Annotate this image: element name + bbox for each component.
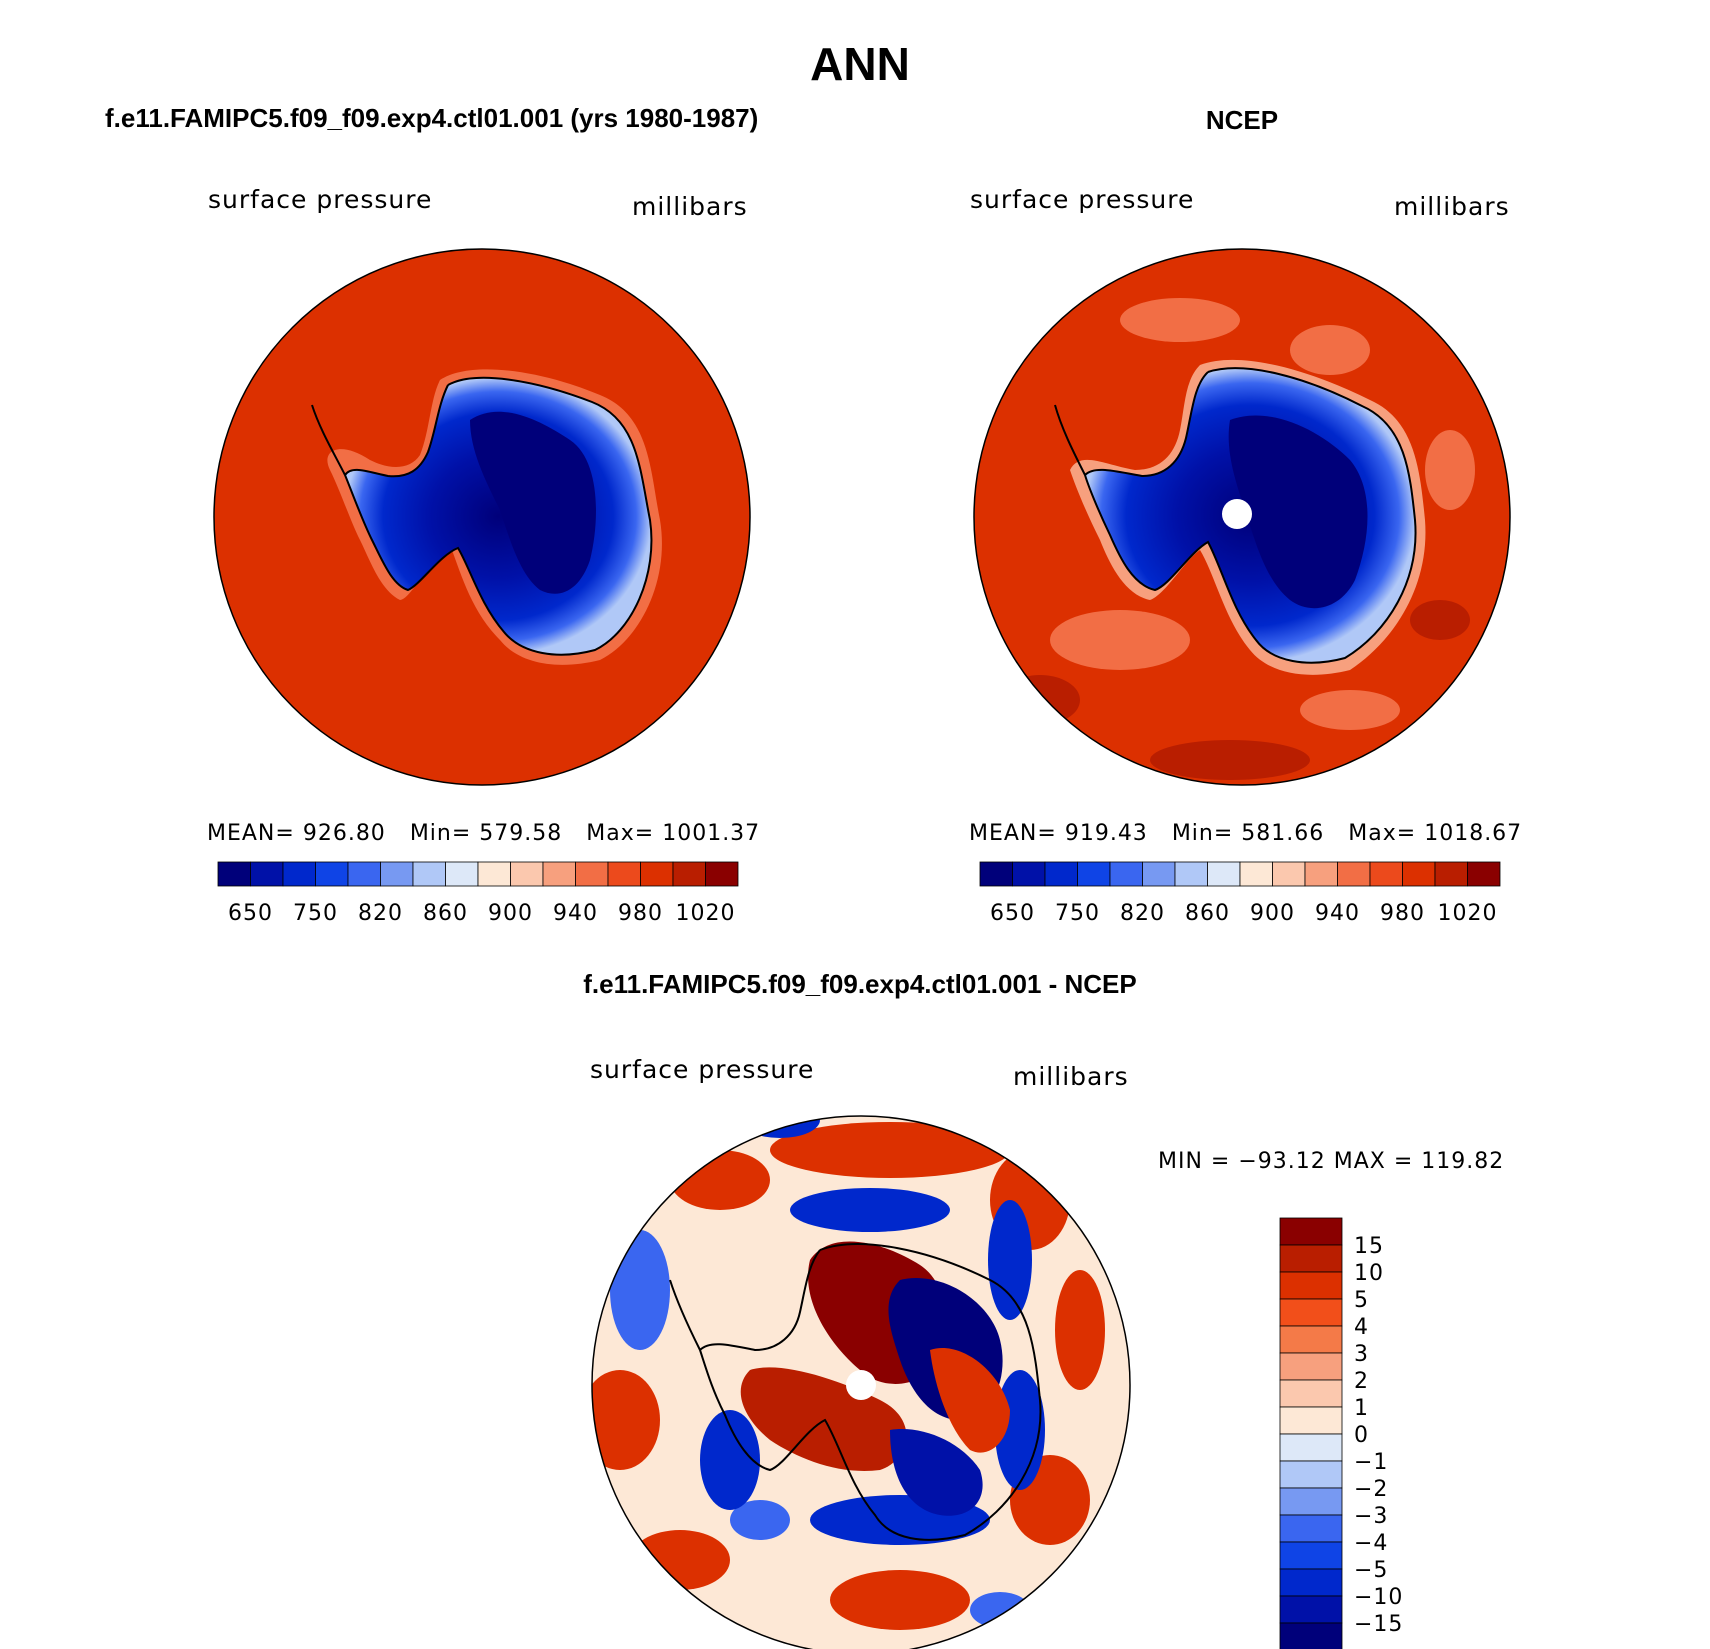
- colorbar-diff-swatch: [1279, 1595, 1343, 1624]
- colorbar-obs-tick-label: 980: [1380, 901, 1425, 926]
- colorbar-model-tick-label: 860: [423, 901, 468, 926]
- panel-diff-units: millibars: [1013, 1062, 1129, 1091]
- colorbar-diff-tick-label: 4: [1354, 1315, 1369, 1340]
- colorbar-model-swatch: [217, 861, 251, 887]
- colorbar-diff-tick-label: −1: [1354, 1450, 1388, 1475]
- map-diff: [591, 1115, 1131, 1649]
- colorbar-diff-tick-label: 0: [1354, 1423, 1369, 1448]
- colorbar-obs-swatch: [1304, 861, 1338, 887]
- colorbar-diff-tick-label: −10: [1354, 1585, 1403, 1610]
- colorbar-obs-swatch: [1272, 861, 1306, 887]
- colorbar-model-swatch: [542, 861, 576, 887]
- colorbar-obs-tick-label: 860: [1185, 901, 1230, 926]
- colorbar-model-tick-label: 750: [293, 901, 338, 926]
- panel-diff-variable: surface pressure: [590, 1055, 814, 1084]
- panel-obs-header: NCEP: [1206, 105, 1278, 135]
- colorbar-diff-swatch: [1279, 1325, 1343, 1354]
- colorbar-diff-tick-label: −2: [1354, 1477, 1388, 1502]
- colorbar-diff-swatch: [1279, 1352, 1343, 1381]
- panel-model-header: f.e11.FAMIPC5.f09_f09.exp4.ctl01.001 (yr…: [105, 103, 758, 133]
- colorbar-model-tick-label: 820: [358, 901, 403, 926]
- colorbar-diff-tick-label: −15: [1354, 1612, 1403, 1637]
- colorbar-obs-swatch: [979, 861, 1013, 887]
- colorbar-diff-swatch: [1279, 1487, 1343, 1516]
- colorbar-model-tick-label: 1020: [676, 901, 736, 926]
- colorbar-obs-tick-label: 900: [1250, 901, 1295, 926]
- colorbar-model-swatch: [477, 861, 511, 887]
- colorbar-model-tick-label: 980: [618, 901, 663, 926]
- colorbar-obs-swatch: [1337, 861, 1371, 887]
- colorbar-diff-tick-label: −5: [1354, 1558, 1388, 1583]
- colorbar-obs-swatch: [1077, 861, 1111, 887]
- colorbar-obs-swatch: [1207, 861, 1241, 887]
- colorbar-model-swatch: [705, 861, 739, 887]
- colorbar-model-tick-label: 650: [228, 901, 273, 926]
- colorbar-diff-swatch: [1279, 1298, 1343, 1327]
- map-obs: [973, 248, 1511, 786]
- colorbar-obs-swatch: [1239, 861, 1273, 887]
- colorbar-diff-swatch: [1279, 1622, 1343, 1649]
- colorbar-model-swatch: [445, 861, 479, 887]
- panel-diff-header: f.e11.FAMIPC5.f09_f09.exp4.ctl01.001 - N…: [583, 969, 1137, 999]
- colorbar-model-tick-label: 900: [488, 901, 533, 926]
- colorbar-model-swatch: [607, 861, 641, 887]
- colorbar-obs-swatch: [1467, 861, 1501, 887]
- panel-obs-stats: MEAN= 919.43 Min= 581.66 Max= 1018.67: [969, 821, 1522, 846]
- colorbar-model-swatch: [575, 861, 609, 887]
- colorbar-model-swatch: [412, 861, 446, 887]
- colorbar-diff-swatch: [1279, 1379, 1343, 1408]
- colorbar-obs-swatch: [1142, 861, 1176, 887]
- colorbar-diff-swatch: [1279, 1568, 1343, 1597]
- colorbar-obs-tick-label: 940: [1315, 901, 1360, 926]
- colorbar-obs: 650 750 820 860 900 940 980 1020: [979, 861, 1501, 926]
- colorbar-obs-swatch: [1109, 861, 1143, 887]
- panel-diff-stats: MIN = −93.12 MAX = 119.82: [1158, 1149, 1504, 1174]
- colorbar-diff-swatch: [1279, 1244, 1343, 1273]
- colorbar-diff-tick-label: 5: [1354, 1288, 1369, 1313]
- colorbar-model-swatch: [380, 861, 414, 887]
- colorbar-obs-tick-label: 650: [990, 901, 1035, 926]
- colorbar-diff-tick-label: −4: [1354, 1531, 1388, 1556]
- colorbar-model-swatch: [672, 861, 706, 887]
- colorbar-model-swatch: [510, 861, 544, 887]
- colorbar-model-swatch: [315, 861, 349, 887]
- colorbar-diff-tick-label: 3: [1354, 1342, 1369, 1367]
- colorbar-obs-swatch: [1012, 861, 1046, 887]
- colorbar-model: 650 750 820 860 900 940 980 1020: [217, 861, 739, 926]
- colorbar-obs-tick-label: 820: [1120, 901, 1165, 926]
- colorbar-obs-swatch: [1402, 861, 1436, 887]
- colorbar-obs-tick-label: 750: [1055, 901, 1100, 926]
- panel-model-stats: MEAN= 926.80 Min= 579.58 Max= 1001.37: [207, 821, 760, 846]
- figure-title: ANN: [810, 38, 910, 90]
- colorbar-diff-tick-label: 15: [1354, 1234, 1384, 1259]
- colorbar-obs-swatch: [1434, 861, 1468, 887]
- colorbar-diff-swatch: [1279, 1271, 1343, 1300]
- colorbar-diff-tick-label: 10: [1354, 1261, 1384, 1286]
- colorbar-diff-swatch: [1279, 1406, 1343, 1435]
- colorbar-diff-swatch: [1279, 1433, 1343, 1462]
- colorbar-diff-tick-label: 1: [1354, 1396, 1369, 1421]
- colorbar-obs-swatch: [1044, 861, 1078, 887]
- panel-obs-units: millibars: [1394, 192, 1510, 221]
- colorbar-model-swatch: [250, 861, 284, 887]
- colorbar-obs-swatch: [1369, 861, 1403, 887]
- colorbar-diff-swatch: [1279, 1514, 1343, 1543]
- colorbar-diff-swatch: [1279, 1460, 1343, 1489]
- colorbar-model-swatch: [347, 861, 381, 887]
- colorbar-diff-swatch: [1279, 1541, 1343, 1570]
- colorbar-model-swatch: [282, 861, 316, 887]
- panel-obs-variable: surface pressure: [970, 185, 1194, 214]
- panel-model-units: millibars: [632, 192, 748, 221]
- colorbar-diff-tick-label: 2: [1354, 1369, 1369, 1394]
- colorbar-diff-swatch: [1279, 1217, 1343, 1246]
- map-model: [213, 248, 751, 786]
- panel-model-variable: surface pressure: [208, 185, 432, 214]
- colorbar-model-swatch: [640, 861, 674, 887]
- colorbar-obs-tick-label: 1020: [1438, 901, 1498, 926]
- colorbar-model-tick-label: 940: [553, 901, 598, 926]
- colorbar-obs-swatch: [1174, 861, 1208, 887]
- colorbar-diff-tick-label: −3: [1354, 1504, 1388, 1529]
